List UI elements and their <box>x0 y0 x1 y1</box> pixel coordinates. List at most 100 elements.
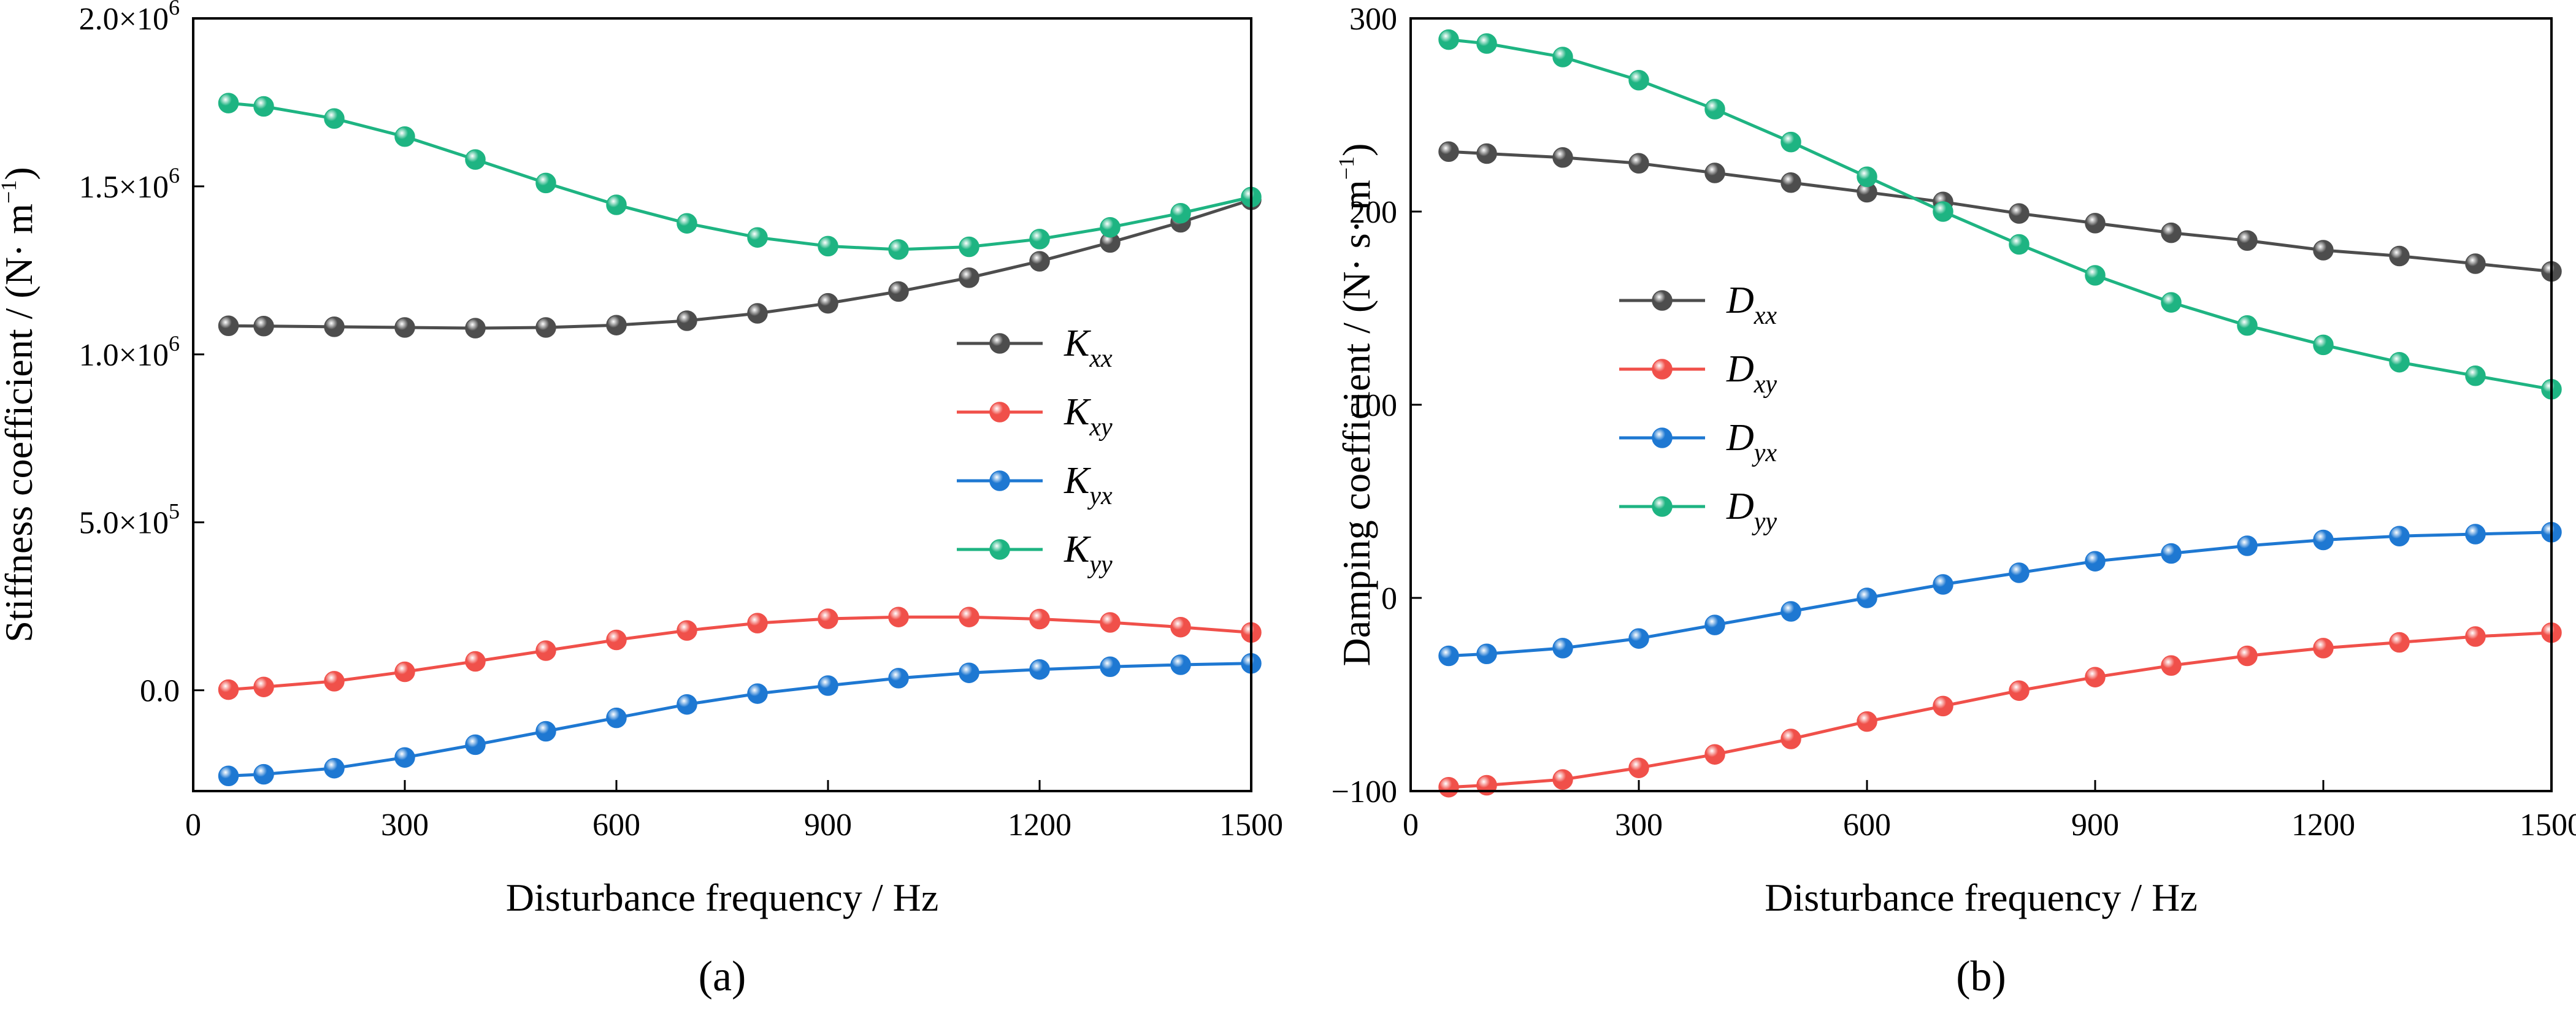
y-axis-title-text: Stiffness coefficient / (N· m <box>0 204 40 643</box>
legend-subscript: yy <box>1752 508 1777 536</box>
x-tick-label: 0 <box>1403 808 1419 843</box>
stiffness-chart: 0 300 600 900 1200 15000.05.0×1051.0×1061.5×1… <box>0 0 1283 1000</box>
data-point <box>888 606 909 627</box>
x-tick-label: 900 <box>2071 808 2119 843</box>
y-tick-mantissa: 200 <box>1349 195 1397 230</box>
data-point <box>1438 141 1459 163</box>
y-tick-exponent: 6 <box>169 331 180 356</box>
data-point <box>324 671 345 692</box>
data-point <box>2085 667 2106 687</box>
y-tick-mantissa: 2.0×10 <box>79 2 169 37</box>
data-point <box>677 620 697 641</box>
y-tick-label: 1.0×106 <box>79 331 180 373</box>
data-point <box>606 194 627 215</box>
legend-symbol: D <box>1726 486 1754 527</box>
data-point <box>2465 626 2486 647</box>
series-kyy <box>218 93 1262 260</box>
data-point <box>2389 245 2410 267</box>
legend-subscript: xy <box>1089 413 1113 442</box>
data-point <box>1781 729 1801 749</box>
data-point <box>1704 163 1725 183</box>
y-tick-label: 100 <box>1349 388 1397 423</box>
data-point <box>2389 526 2410 546</box>
data-point <box>888 239 909 260</box>
series-line <box>1447 631 2553 789</box>
data-point <box>1170 202 1191 224</box>
data-point <box>1029 229 1050 250</box>
y-tick-label: 0.0 <box>140 674 180 709</box>
data-point <box>606 315 627 335</box>
legend-marker <box>989 402 1010 423</box>
plot-frame <box>192 17 1252 792</box>
data-point <box>2465 365 2486 386</box>
data-point <box>218 679 239 700</box>
series-line <box>227 198 1253 330</box>
y-tick-mantissa: 300 <box>1349 2 1397 37</box>
y-axis-title-close: ) <box>1335 143 1378 156</box>
series-line <box>227 662 1253 778</box>
y-tick-mantissa: 1.5×10 <box>79 170 169 205</box>
data-point <box>394 317 415 338</box>
data-point <box>1704 99 1725 120</box>
data-point <box>1857 711 1877 732</box>
data-point <box>2237 230 2258 251</box>
data-point <box>1552 769 1573 790</box>
data-point <box>2009 234 2030 255</box>
data-point <box>2313 638 2334 659</box>
data-point <box>1476 643 1497 665</box>
data-point <box>747 227 768 248</box>
series-line <box>1447 38 2553 391</box>
data-point <box>218 765 239 787</box>
y-axis-title: Stiffness coefficient / (N· m−1) <box>0 167 40 642</box>
series-kxx <box>218 189 1262 339</box>
y-tick-mantissa: 0.0 <box>140 674 180 709</box>
data-point <box>324 108 345 129</box>
data-point <box>2237 315 2258 336</box>
data-point <box>535 317 556 338</box>
data-point <box>677 694 697 715</box>
data-point <box>677 213 697 234</box>
legend-subscript: yx <box>1087 482 1113 510</box>
legend-subscript: xx <box>1089 345 1113 373</box>
series-kxy <box>218 606 1262 700</box>
legend-entry: Kxx <box>1064 323 1113 373</box>
data-point <box>1476 143 1497 164</box>
legend-symbol: D <box>1726 417 1754 459</box>
data-point <box>2237 535 2258 556</box>
data-point <box>1628 153 1649 174</box>
data-point <box>253 763 274 785</box>
series-line <box>227 101 1253 251</box>
data-point <box>1100 216 1121 238</box>
data-point <box>1552 147 1573 168</box>
data-point <box>677 310 697 331</box>
legend-entry: Kyx <box>1064 460 1113 510</box>
data-point <box>1438 645 1459 667</box>
data-point <box>465 149 486 170</box>
y-tick-label: 5.0×105 <box>79 499 180 541</box>
data-point <box>1933 201 1953 222</box>
data-point <box>747 613 768 633</box>
data-point <box>1704 744 1725 765</box>
series-dxx <box>1438 141 2562 282</box>
data-point <box>959 606 979 627</box>
data-point <box>1933 695 1953 717</box>
data-point <box>2161 655 2182 676</box>
y-axis-title: Damping coefficient / (N· s· m−1) <box>1334 143 1378 667</box>
data-point <box>535 172 556 194</box>
data-point <box>2313 529 2334 551</box>
legend-subscript: xx <box>1754 302 1777 330</box>
data-point <box>959 267 979 288</box>
data-point <box>1628 628 1649 649</box>
legend-marker <box>989 470 1010 491</box>
legend-subscript: xy <box>1754 370 1777 399</box>
data-point <box>1781 172 1801 193</box>
data-point <box>1100 612 1121 633</box>
data-point <box>465 651 486 672</box>
data-point <box>1933 574 1953 595</box>
data-point <box>2313 240 2334 261</box>
panel-label: (a) <box>699 953 746 1000</box>
legend-marker <box>1652 496 1673 517</box>
data-point <box>1170 616 1191 638</box>
y-tick-label: 200 <box>1349 195 1397 230</box>
